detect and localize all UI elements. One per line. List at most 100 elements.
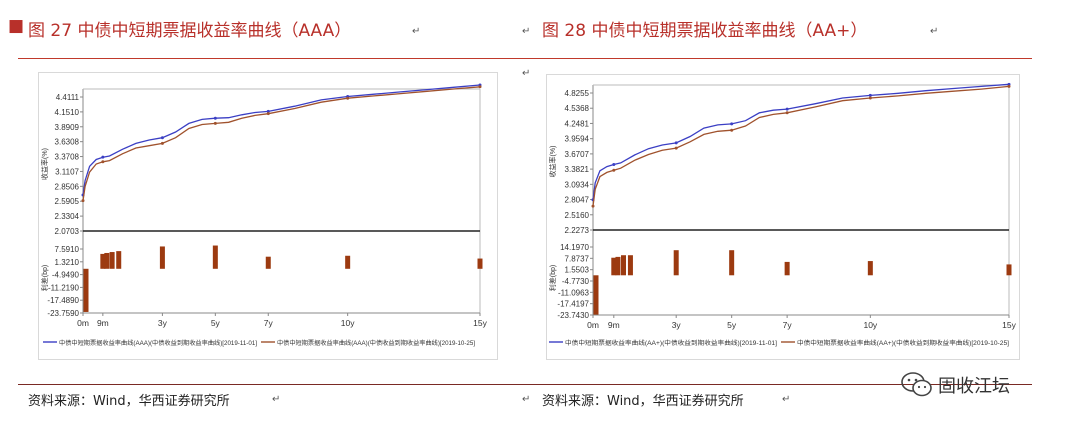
spread-bar (100, 253, 106, 269)
x-tick-label: 9m (97, 318, 109, 328)
x-tick-label: 15y (473, 318, 487, 328)
spread-bar (621, 255, 627, 276)
yield-curve-point (868, 93, 872, 97)
left-yield-curve-chart: 4.4111 4.1510 3.8909 3.6308 3.3708 3.1107 2.85… (40, 83, 488, 347)
watermark-text: 固收江坛 (938, 376, 1010, 397)
bullet-square-icon: ■ (8, 16, 25, 36)
yield-curve-series-1 (82, 84, 481, 196)
x-tick-label: 5y (727, 320, 737, 330)
spread-bar (867, 261, 873, 276)
yield-curve-point (612, 168, 616, 172)
legend-label-series-2: 中债中短期票据收益率曲线(AA+)(中债收益到期收益率曲线)[2019-10-2… (797, 339, 1009, 347)
spread-bar (345, 255, 351, 269)
spread-bar (116, 251, 122, 269)
bar-y-tick-label: -23.7430 (557, 311, 589, 320)
y-tick-label: 2.0703 (55, 227, 80, 236)
bar-y-tick-label: -11.2190 (48, 283, 80, 292)
spread-bar (1006, 264, 1012, 276)
y-axis-label: 收益率(%) (40, 148, 49, 180)
yield-curve-point (1007, 82, 1011, 86)
yield-curve-point (730, 128, 734, 132)
y-tick-label: 2.5160 (565, 211, 590, 220)
y-tick-label: 4.5368 (565, 104, 590, 113)
return-mark-icon: ↵ (272, 394, 281, 405)
left-chart-panel: 4.4111 4.1510 3.8909 3.6308 3.3708 3.1107 2.85… (38, 72, 498, 360)
bar-y-tick-label: -17.4197 (557, 300, 589, 309)
spread-bar (477, 258, 483, 269)
return-mark-icon: ↵ (522, 68, 531, 79)
bar-y-tick-label: -11.0963 (558, 288, 590, 297)
bar-y-axis-label: 利差(bp) (548, 265, 557, 291)
right-source-note: 资料来源：Wind，华西证券研究所 (542, 394, 744, 409)
footer-divider (18, 384, 1032, 385)
return-mark-icon: ↵ (782, 394, 791, 405)
x-tick-label: 7y (783, 320, 793, 330)
yield-curve-series-1 (592, 83, 1010, 200)
right-chart-panel: 4.8255 4.5368 4.2481 3.9594 3.6707 3.3821 3.09… (546, 74, 1020, 360)
return-mark-icon: ↵ (522, 26, 531, 37)
spread-bar (615, 256, 621, 276)
x-tick-label: 3y (158, 318, 168, 328)
x-tick-label: 5y (211, 318, 221, 328)
x-tick-label: 3y (672, 320, 682, 330)
yield-curve-point (785, 111, 789, 115)
left-chart-title: 图 27 中债中短期票据收益率曲线（AAA） (28, 21, 352, 41)
legend-label-series-1: 中债中短期票据收益率曲线(AAA)(中债收益到期收益率曲线)[2019-11-0… (59, 339, 257, 347)
y-tick-label: 3.3821 (565, 165, 590, 174)
bar-y-tick-label: -4.7730 (562, 277, 590, 286)
yield-curve-point (266, 109, 270, 113)
left-source-note: 资料来源：Wind，华西证券研究所 (28, 394, 230, 409)
x-tick-label: 9m (608, 320, 620, 330)
bar-y-axis-label: 利差(bp) (40, 265, 49, 291)
y-tick-label: 3.6308 (55, 138, 80, 147)
y-tick-label: 2.8047 (565, 196, 590, 205)
yield-curve-point (346, 96, 350, 100)
yield-curve-point (785, 107, 789, 111)
yield-curve-point (266, 112, 270, 116)
y-axis-label: 收益率(%) (548, 146, 557, 178)
spread-bar (212, 245, 218, 269)
right-chart-title: 图 28 中债中短期票据收益率曲线（AA+） (542, 21, 868, 41)
x-tick-label: 7y (264, 318, 274, 328)
watermark: 固收江坛 (900, 366, 1070, 400)
spread-bar (627, 255, 633, 276)
y-tick-label: 2.3304 (55, 212, 80, 221)
legend-label-series-1: 中债中短期票据收益率曲线(AA+)(中债收益到期收益率曲线)[2019-11-0… (565, 339, 777, 347)
y-tick-label: 3.9594 (565, 135, 590, 144)
yield-curve-point (674, 146, 678, 150)
x-tick-label: 0m (587, 320, 599, 330)
spread-bar (673, 250, 679, 276)
spread-bar (593, 275, 599, 315)
bar-y-tick-label: 1.3210 (55, 258, 80, 267)
y-tick-label: 3.3708 (55, 153, 80, 162)
wechat-icon (901, 372, 932, 397)
bar-y-tick-label: -4.9490 (52, 271, 80, 280)
bar-y-tick-label: -17.4890 (47, 296, 79, 305)
y-tick-label: 3.0934 (565, 180, 590, 189)
bar-y-tick-label: -23.7590 (47, 309, 79, 318)
return-mark-icon: ↵ (412, 26, 421, 37)
spread-bar (729, 250, 735, 276)
legend-label-series-2: 中债中短期票据收益率曲线(AAA)(中债收益到期收益率曲线)[2019-10-2… (277, 339, 475, 347)
yield-curve-point (81, 199, 85, 203)
x-tick-label: 15y (1002, 320, 1016, 330)
yield-curve-point (160, 141, 164, 145)
yield-curve-point (730, 122, 734, 126)
yield-curve-point (160, 136, 164, 140)
bar-y-tick-label: 7.5910 (55, 245, 80, 254)
yield-curve-series-2 (82, 86, 481, 201)
y-tick-label: 2.2273 (565, 226, 590, 235)
yield-curve-point (101, 160, 105, 164)
x-tick-label: 0m (77, 318, 89, 328)
x-tick-label: 10y (863, 320, 877, 330)
right-yield-curve-chart: 4.8255 4.5368 4.2481 3.9594 3.6707 3.3821 3.09… (548, 82, 1017, 347)
yield-curve-point (868, 96, 872, 100)
spread-bar (784, 261, 790, 276)
return-mark-icon: ↵ (522, 394, 531, 405)
y-tick-label: 2.5905 (55, 197, 80, 206)
yield-curve-point (674, 141, 678, 145)
spread-bar (83, 268, 89, 312)
y-tick-label: 2.8506 (55, 182, 80, 191)
y-tick-label: 3.8909 (55, 123, 80, 132)
spread-bar (611, 257, 617, 276)
